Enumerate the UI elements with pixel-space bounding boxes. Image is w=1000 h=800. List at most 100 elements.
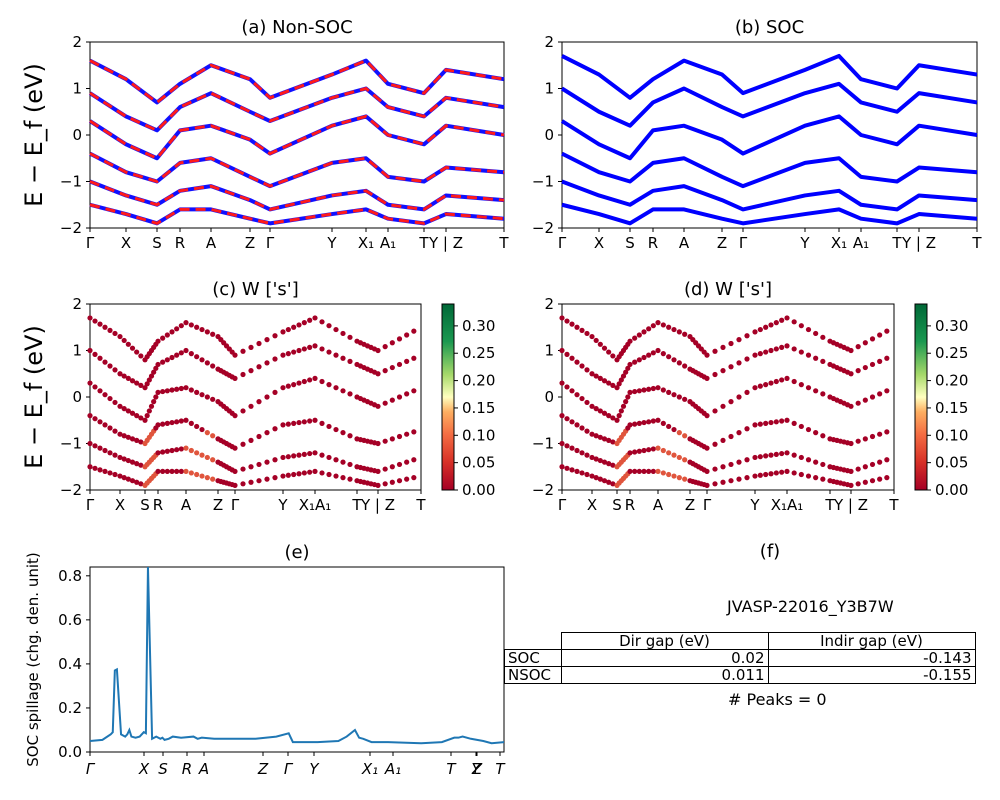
projection-point bbox=[199, 473, 205, 479]
x-tick-label: X₁ bbox=[358, 234, 374, 252]
projection-point bbox=[194, 389, 200, 395]
projection-point bbox=[569, 355, 575, 361]
projection-point bbox=[589, 473, 595, 479]
projection-point bbox=[569, 321, 575, 327]
projection-point bbox=[92, 465, 98, 471]
projection-point bbox=[884, 388, 890, 394]
projection-point bbox=[813, 388, 819, 394]
projection-point bbox=[627, 361, 633, 368]
projection-point bbox=[285, 472, 291, 478]
projection-point bbox=[779, 469, 785, 475]
projection-point bbox=[347, 334, 353, 340]
projection-point bbox=[312, 417, 318, 423]
projection-point bbox=[641, 447, 647, 454]
projection-point bbox=[779, 344, 785, 350]
projection-point bbox=[671, 452, 677, 458]
projection-point bbox=[784, 450, 790, 456]
projection-point bbox=[601, 410, 608, 416]
projection-point bbox=[660, 322, 666, 328]
projection-point bbox=[155, 389, 161, 395]
projection-point bbox=[869, 461, 876, 468]
projection-point bbox=[204, 475, 210, 481]
projection-point bbox=[704, 375, 710, 381]
projection-point bbox=[125, 341, 131, 347]
x-tick-label: Γ bbox=[86, 234, 95, 252]
projection-point bbox=[597, 457, 603, 464]
projection-point bbox=[97, 388, 103, 394]
band-line bbox=[89, 179, 505, 212]
projection-point bbox=[194, 450, 200, 456]
projection-point bbox=[597, 476, 603, 482]
projection-point bbox=[627, 422, 633, 428]
projection-point bbox=[584, 330, 590, 337]
projection-point bbox=[340, 475, 346, 481]
projection-point bbox=[641, 468, 647, 474]
projection-point bbox=[798, 454, 804, 461]
projection-point bbox=[102, 422, 108, 428]
projection-point bbox=[569, 419, 575, 425]
projection-point bbox=[601, 436, 608, 442]
projection-point bbox=[712, 371, 718, 378]
projection-point bbox=[620, 403, 627, 409]
projection-point bbox=[291, 453, 297, 459]
projection-point bbox=[382, 466, 388, 472]
projection-point bbox=[574, 392, 580, 398]
projection-point bbox=[333, 352, 339, 358]
projection-point bbox=[712, 466, 718, 472]
projection-point bbox=[117, 454, 123, 461]
projection-point bbox=[138, 353, 144, 359]
projection-point bbox=[319, 378, 325, 385]
projection-point bbox=[682, 331, 688, 337]
projection-point bbox=[632, 359, 638, 365]
projection-point bbox=[618, 408, 624, 414]
x-tick-label: R bbox=[175, 234, 185, 252]
projection-point bbox=[121, 475, 127, 481]
projection-point bbox=[805, 352, 812, 358]
projection-point bbox=[248, 464, 254, 470]
y-tick-label: −1 bbox=[532, 435, 554, 453]
projection-point bbox=[169, 354, 175, 361]
band-line-dashed bbox=[89, 86, 505, 133]
projection-point bbox=[848, 440, 854, 447]
projection-point bbox=[805, 326, 812, 333]
projection-point bbox=[655, 417, 661, 423]
x-tick-label: Z bbox=[213, 496, 223, 514]
projection-point bbox=[779, 418, 785, 424]
x-tick-label: Γ bbox=[266, 234, 275, 252]
projection-point bbox=[636, 420, 642, 426]
y-axis-label: E − E_f (eV) bbox=[20, 325, 48, 469]
projection-point bbox=[820, 433, 826, 439]
table-cell: -0.155 bbox=[767, 666, 976, 684]
projection-point bbox=[307, 418, 313, 424]
projection-point bbox=[862, 479, 868, 485]
projection-point bbox=[744, 457, 750, 463]
x-tick-label: S bbox=[612, 496, 622, 514]
y-tick-label: 2 bbox=[544, 33, 554, 51]
projection-point bbox=[655, 445, 661, 451]
projection-point bbox=[160, 449, 166, 455]
projection-point bbox=[117, 333, 123, 340]
colorbar-tick-label: 0.25 bbox=[935, 344, 968, 362]
projection-point bbox=[146, 377, 152, 383]
projection-point bbox=[601, 478, 608, 484]
projection-point bbox=[666, 450, 672, 456]
projection-point bbox=[791, 452, 797, 458]
projection-point bbox=[813, 330, 819, 337]
projection-point bbox=[606, 461, 612, 467]
x-tick-label: Z bbox=[685, 496, 695, 514]
projection-point bbox=[877, 358, 883, 364]
x-tick-label: Γ bbox=[284, 760, 294, 778]
projection-point bbox=[791, 420, 797, 426]
plot-frame bbox=[89, 303, 422, 491]
table-row: SOC 0.02 -0.143 bbox=[504, 649, 976, 667]
x-tick-label: T bbox=[415, 496, 426, 514]
projection-point bbox=[720, 479, 726, 485]
x-tick-label: Γ bbox=[231, 496, 240, 514]
band-line-dashed bbox=[89, 114, 505, 161]
projection-point bbox=[855, 438, 861, 444]
projection-point bbox=[569, 445, 575, 451]
projection-point bbox=[411, 388, 417, 394]
projection-point bbox=[307, 344, 313, 350]
projection-point bbox=[877, 391, 883, 397]
projection-point bbox=[291, 420, 297, 426]
